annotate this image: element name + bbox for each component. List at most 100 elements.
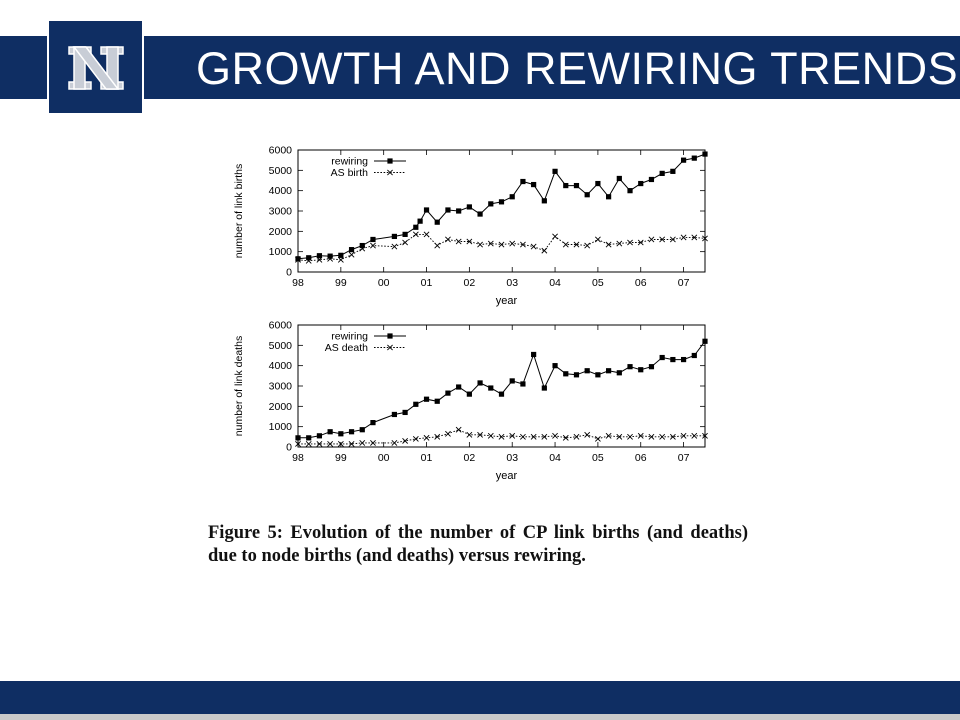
data-point-square <box>327 429 333 435</box>
data-point-square <box>680 356 687 363</box>
x-tick-label: 05 <box>592 452 604 464</box>
data-point-square <box>552 168 558 174</box>
data-point-cross <box>359 440 366 446</box>
data-point-square <box>498 199 505 205</box>
data-point-square <box>370 236 376 243</box>
link-births-chart: 0 1000 2000 3000 4000 5000 6000 98 99 00 01 02 03 04 0… <box>233 145 708 307</box>
data-point-cross <box>412 231 419 238</box>
data-point-cross <box>445 236 451 243</box>
x-tick-label: 07 <box>678 452 690 464</box>
data-point-cross <box>520 433 526 440</box>
data-point-square <box>659 170 665 176</box>
data-point-square <box>531 181 537 188</box>
x-tick-label: 98 <box>292 452 304 464</box>
data-point-cross <box>359 245 366 252</box>
y-tick-label: 1000 <box>269 421 293 433</box>
legend-marker-square <box>387 158 393 164</box>
data-point-square <box>488 201 494 207</box>
data-point-square <box>434 219 440 225</box>
data-point-cross <box>295 256 301 263</box>
data-point-cross <box>477 241 483 248</box>
figure-caption: Figure 5: Evolution of the number of CP … <box>208 523 748 566</box>
data-point-cross <box>391 440 398 446</box>
data-point-square <box>584 368 590 374</box>
data-point-square <box>702 151 708 157</box>
data-point-square <box>606 194 612 200</box>
data-point-cross <box>434 242 441 249</box>
x-tick-label: 06 <box>635 277 647 289</box>
x-tick-label: 03 <box>506 277 518 289</box>
series-line-as-birth <box>297 233 706 262</box>
data-point-cross <box>594 236 601 243</box>
legend-label: AS birth <box>331 167 369 179</box>
data-point-cross <box>691 234 698 241</box>
data-point-square <box>456 208 462 214</box>
data-point-cross <box>573 433 580 440</box>
data-point-cross <box>477 431 483 438</box>
x-axis-label: year <box>496 470 518 482</box>
data-point-cross <box>370 242 376 249</box>
data-point-cross <box>402 239 409 246</box>
data-point-square <box>627 364 633 370</box>
plot-frame <box>297 149 706 273</box>
data-point-square <box>509 378 515 384</box>
data-point-square <box>417 218 423 224</box>
data-point-square <box>477 211 483 217</box>
data-point-cross <box>648 236 655 243</box>
data-point-square <box>477 380 483 386</box>
data-point-square <box>680 157 687 163</box>
data-point-square <box>595 372 601 378</box>
data-point-cross <box>605 241 612 248</box>
x-tick-label: 04 <box>549 452 561 464</box>
data-point-cross <box>541 433 548 440</box>
plot-frame <box>297 324 706 448</box>
data-point-square <box>423 396 430 402</box>
data-point-square <box>691 155 697 161</box>
data-point-cross <box>562 434 569 441</box>
data-point-cross <box>337 256 344 263</box>
data-point-square <box>295 435 301 441</box>
data-point-square <box>434 398 440 404</box>
data-point-cross <box>498 241 505 248</box>
x-tick-label: 06 <box>635 452 647 464</box>
data-point-cross <box>466 238 473 245</box>
data-point-square <box>316 253 323 259</box>
data-point-square <box>327 253 333 259</box>
series-line-rewiring <box>298 340 706 439</box>
data-point-square <box>348 247 355 253</box>
data-point-cross <box>305 257 312 264</box>
data-point-cross <box>455 426 462 433</box>
data-point-square <box>413 224 419 230</box>
data-point-square <box>402 231 408 237</box>
data-point-square <box>616 370 622 376</box>
data-point-cross <box>316 256 323 263</box>
data-point-cross <box>305 441 312 447</box>
data-point-cross <box>627 239 633 246</box>
series-line-as-death <box>298 429 705 445</box>
data-point-cross <box>648 433 655 440</box>
x-tick-label: 01 <box>421 277 433 289</box>
data-point-cross <box>637 432 644 439</box>
data-point-cross <box>455 238 462 245</box>
data-point-square <box>541 385 547 391</box>
data-point-square <box>306 435 312 441</box>
data-point-cross <box>552 432 558 439</box>
data-point-cross <box>370 440 376 446</box>
y-tick-label: 6000 <box>269 145 293 157</box>
data-point-cross <box>498 433 505 440</box>
link-deaths-chart: 0 1000 2000 3000 4000 5000 6000 98 99 00 01 02 03 04 0… <box>233 320 708 482</box>
data-point-cross <box>562 241 569 248</box>
data-point-square <box>413 401 419 407</box>
legend-marker-square <box>387 333 393 339</box>
data-point-square <box>498 391 505 397</box>
data-point-square <box>520 178 526 185</box>
title-band <box>0 36 960 99</box>
data-point-square <box>402 409 408 416</box>
data-point-cross <box>530 243 537 250</box>
data-point-square <box>316 433 323 439</box>
data-point-cross <box>327 441 334 447</box>
logo-n-icon <box>68 46 124 90</box>
data-point-cross <box>402 437 409 444</box>
data-point-square <box>670 356 676 363</box>
x-tick-label: 04 <box>549 277 561 289</box>
